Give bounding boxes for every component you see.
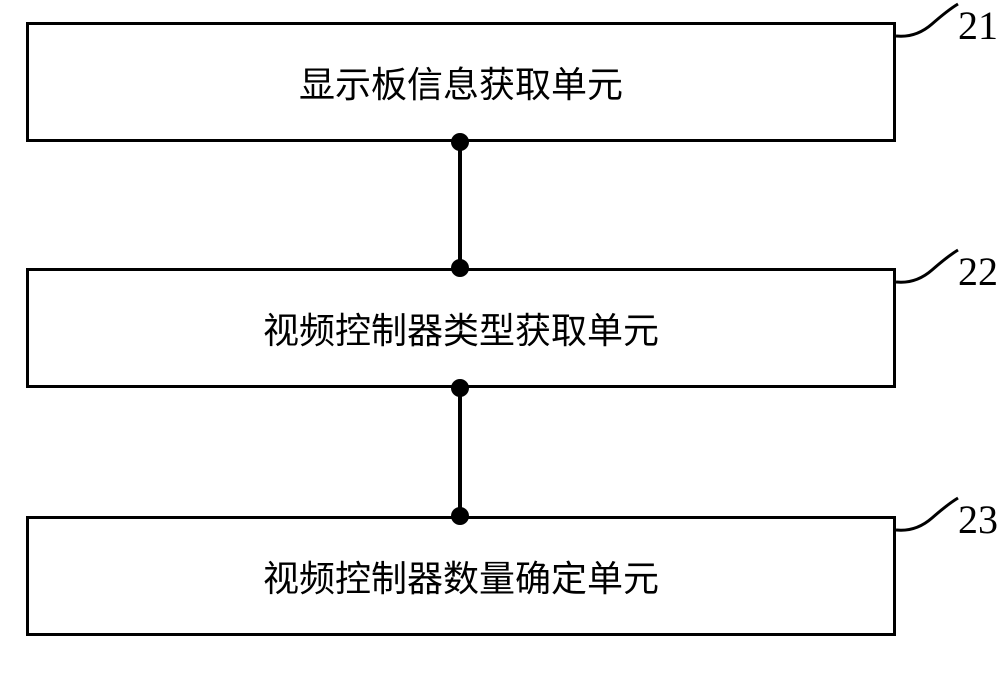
connector-dot-icon (451, 379, 469, 397)
callout-curve-icon (896, 494, 966, 548)
block-video-controller-type-unit: 视频控制器类型获取单元 (26, 268, 896, 388)
ref-number-21: 21 (958, 2, 998, 49)
callout-curve-icon (896, 0, 966, 54)
connector-dot-icon (451, 133, 469, 151)
block-video-controller-count-unit: 视频控制器数量确定单元 (26, 516, 896, 636)
block-label: 视频控制器类型获取单元 (263, 302, 659, 354)
connector-dot-icon (451, 259, 469, 277)
diagram-canvas: 显示板信息获取单元 视频控制器类型获取单元 视频控制器数量确定单元 21 22 … (0, 0, 1000, 682)
block-display-info-unit: 显示板信息获取单元 (26, 22, 896, 142)
callout-curve-icon (896, 246, 966, 300)
connector-dot-icon (451, 507, 469, 525)
block-label: 视频控制器数量确定单元 (263, 550, 659, 602)
ref-number-23: 23 (958, 496, 998, 543)
block-label: 显示板信息获取单元 (299, 56, 623, 108)
connector-22-23 (458, 388, 462, 516)
connector-21-22 (458, 142, 462, 268)
ref-number-22: 22 (958, 248, 998, 295)
